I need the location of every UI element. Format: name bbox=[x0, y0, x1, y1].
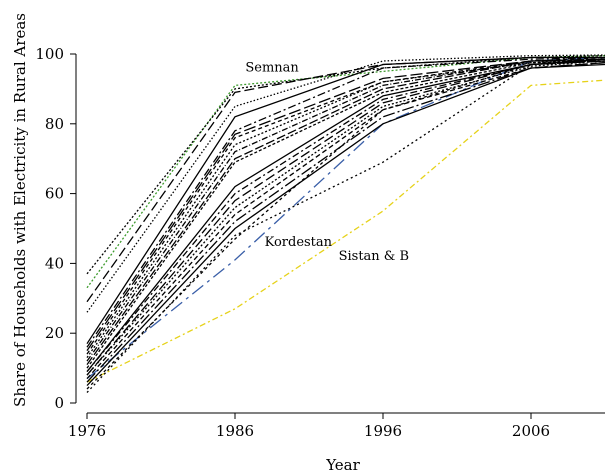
y-tick-label: 40 bbox=[45, 254, 64, 272]
y-tick-label: 60 bbox=[45, 185, 64, 203]
x-ticks: 1976 1986 1996 2006 bbox=[68, 413, 550, 440]
x-tick-label: 2006 bbox=[512, 422, 550, 440]
x-axis-title: Year bbox=[325, 456, 360, 474]
series-line-4 bbox=[86, 58, 606, 393]
series-line-5 bbox=[86, 55, 606, 275]
series-line-19 bbox=[86, 60, 606, 376]
x-tick-label: 1996 bbox=[364, 422, 402, 440]
series-line-17 bbox=[86, 60, 606, 373]
y-tick-label: 80 bbox=[45, 115, 64, 133]
series-line-8 bbox=[86, 56, 605, 345]
annotations: Semnan Kordestan Sistan & B bbox=[245, 60, 409, 263]
series-line-23 bbox=[86, 60, 606, 390]
series-line-22 bbox=[86, 63, 606, 387]
series-line-12 bbox=[86, 58, 606, 358]
series-line-13 bbox=[86, 58, 606, 362]
x-tick-label: 1976 bbox=[68, 422, 106, 440]
series-line-21 bbox=[86, 62, 606, 383]
series-line-10 bbox=[86, 58, 606, 351]
annotation-label: Sistan & B bbox=[339, 249, 409, 264]
y-tick-label: 100 bbox=[35, 45, 64, 63]
series-line-14 bbox=[86, 60, 605, 365]
series-line-7 bbox=[86, 54, 606, 313]
y-tick-label: 20 bbox=[45, 324, 64, 342]
series-line-3 bbox=[86, 79, 606, 383]
annotation-label: Kordestan bbox=[265, 235, 333, 250]
y-tick-label: 0 bbox=[54, 394, 64, 412]
y-axis-title: Share of Households with Electricity in … bbox=[11, 13, 29, 407]
x-tick-label: 1986 bbox=[216, 422, 254, 440]
series-line-18 bbox=[86, 60, 606, 376]
series-line-9 bbox=[86, 56, 606, 348]
series-group bbox=[86, 54, 606, 393]
y-ticks: 0 20 40 60 80 100 bbox=[35, 45, 76, 412]
series-line-6 bbox=[86, 56, 605, 303]
annotation-label: Semnan bbox=[245, 60, 299, 75]
axes bbox=[75, 54, 605, 414]
